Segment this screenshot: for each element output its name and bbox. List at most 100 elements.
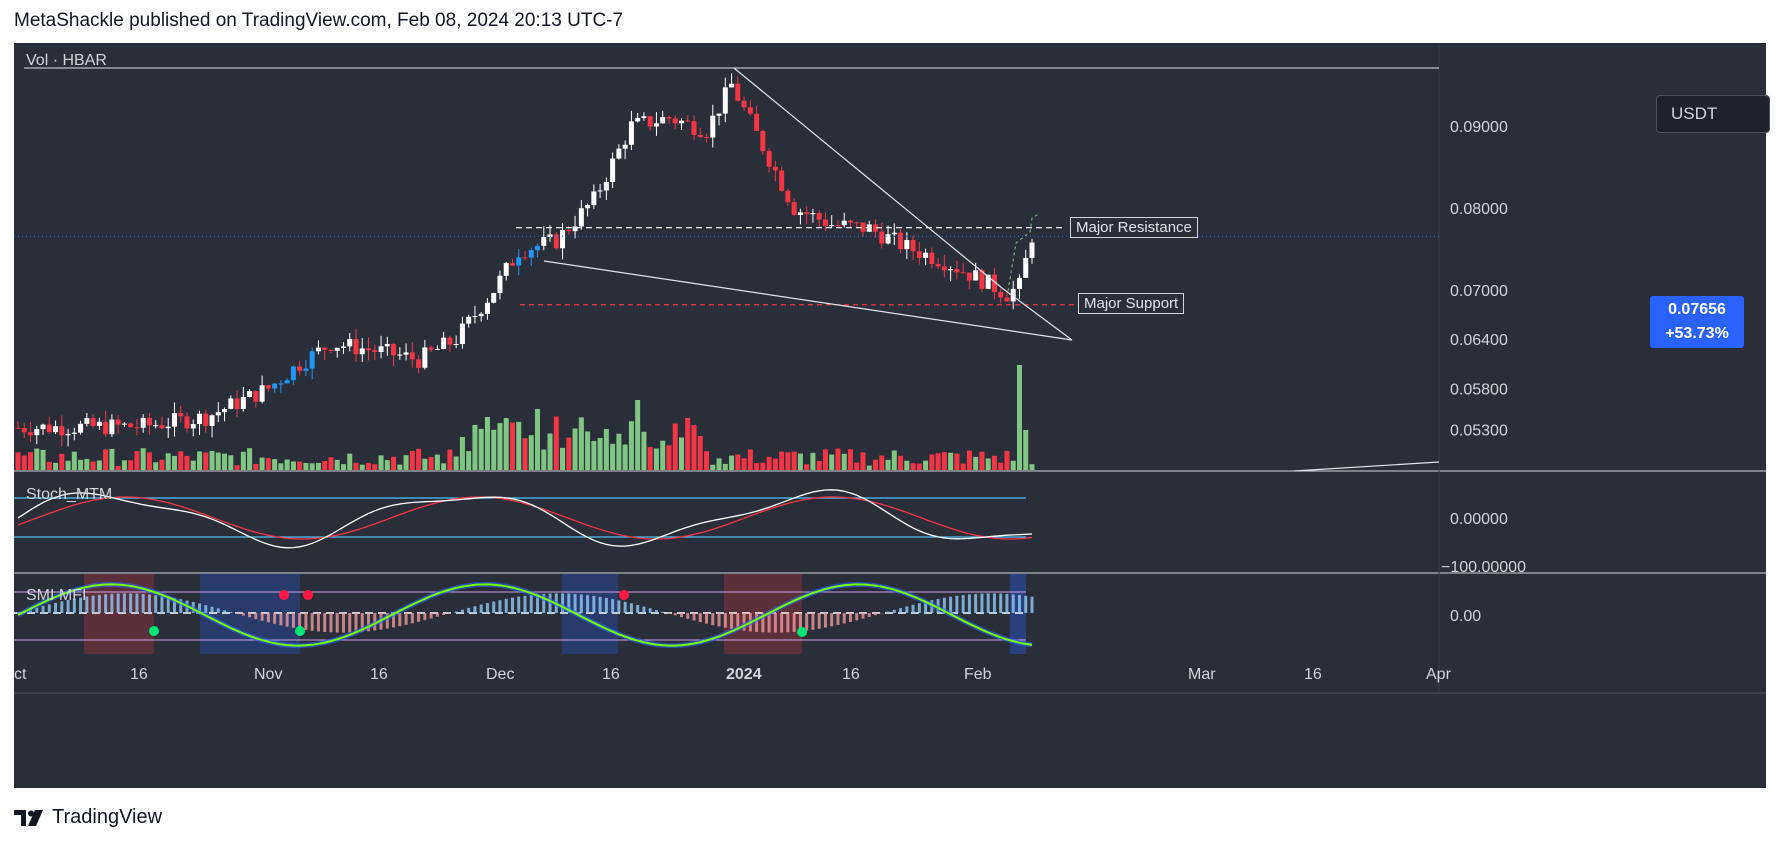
smi-hist-bar	[129, 593, 133, 613]
candle-body	[84, 418, 90, 424]
candle-body	[1029, 242, 1035, 258]
smi-hist-bar	[310, 613, 314, 631]
candle-body	[228, 398, 234, 410]
time-axis-label: 16	[602, 666, 620, 683]
candle-body	[923, 252, 929, 258]
volume-bar	[797, 453, 803, 470]
smi-hist-bar	[329, 613, 333, 633]
volume-bar	[84, 459, 90, 470]
candle-body	[53, 426, 59, 433]
volume-bar	[53, 462, 59, 470]
time-axis-label: Nov	[254, 666, 282, 683]
candle-body	[516, 257, 522, 266]
smi-hist-bar	[629, 603, 633, 613]
smi-hist-bar	[241, 613, 245, 616]
candle-body	[891, 232, 897, 235]
smi-pane-label: SMI MFI	[26, 587, 86, 604]
volume-bar	[403, 455, 409, 470]
smi-hist-bar	[1011, 594, 1015, 613]
volume-bar	[1004, 450, 1010, 470]
smi-hist-bar	[367, 613, 371, 632]
volume-bar	[272, 459, 278, 470]
smi-hist-bar	[473, 606, 477, 613]
smi-hist-bar	[861, 613, 865, 619]
smi-hist-bar	[961, 595, 965, 613]
smi-hist-bar	[905, 606, 909, 613]
smi-hist-bar	[917, 603, 921, 613]
candle-body	[685, 120, 691, 122]
candle-body	[190, 424, 196, 429]
time-axis-label: Apr	[1426, 666, 1452, 683]
wedge-lower-trendline	[543, 260, 1073, 341]
candle-body	[134, 427, 140, 429]
candle-body	[816, 213, 822, 220]
smi-hist-bar	[72, 598, 76, 613]
smi-hist-bar	[855, 613, 859, 621]
volume-bar	[353, 462, 359, 470]
candle-body	[309, 351, 315, 369]
volume-bar	[791, 451, 797, 470]
volume-bar	[391, 456, 397, 470]
volume-bar	[998, 462, 1004, 470]
major-resistance-label: Major Resistance	[1070, 217, 1198, 238]
tradingview-logo-icon	[14, 809, 43, 826]
candle-body	[672, 118, 678, 124]
volume-bar	[340, 464, 346, 470]
volume-bar	[898, 455, 904, 470]
candle-body	[898, 232, 904, 250]
candle-body	[146, 417, 152, 426]
candle-body	[459, 323, 465, 345]
currency-selector[interactable]: USDT	[1656, 95, 1770, 133]
chart-panel[interactable]: Vol · HBAR Stoch_MTM SMI MFI 0.09000 0.08000…	[14, 43, 1770, 788]
volume-bar	[948, 452, 954, 470]
volume-bar	[991, 455, 997, 470]
smi-hist-bar	[698, 613, 702, 623]
smi-hist-bar	[705, 613, 709, 624]
smi-hist-bar	[266, 613, 270, 623]
candle-body	[347, 339, 353, 347]
candle-body	[328, 349, 334, 351]
candle-body	[847, 220, 853, 223]
volume-bar	[822, 449, 828, 470]
smi-hist-bar	[561, 593, 565, 613]
price-chart[interactable]: Vol · HBAR Stoch_MTM SMI MFI 0.09000 0.08000…	[14, 43, 1766, 788]
candle-body	[829, 225, 835, 227]
smi-hist-bar	[341, 613, 345, 633]
last-price: 0.07656	[1668, 301, 1726, 318]
smi-hist-bar	[323, 613, 327, 632]
smi-hist-bar	[717, 613, 721, 627]
candle-body	[472, 316, 478, 318]
volume-bar	[146, 452, 152, 470]
footer-brand: TradingView	[14, 806, 162, 829]
volume-bar	[860, 452, 866, 470]
stoch-axis-label: 0.00000	[1450, 511, 1508, 528]
candle-body	[810, 213, 816, 215]
volume-bar	[171, 455, 177, 470]
volume-bar	[209, 450, 215, 470]
smi-hist-bar	[385, 613, 389, 629]
volume-bar	[672, 423, 678, 470]
candle-body	[873, 224, 879, 232]
volume-bar	[635, 400, 641, 470]
smi-hist-bar	[955, 595, 959, 613]
volume-bar	[159, 459, 165, 470]
candle-body	[678, 120, 684, 124]
volume-bar	[522, 438, 528, 470]
smi-hist-bar	[679, 613, 683, 618]
smi-hist-bar	[229, 612, 233, 613]
candle-body	[991, 274, 997, 293]
time-axis-label: 16	[1304, 666, 1322, 683]
candle-body	[854, 222, 860, 224]
smi-hist-bar	[579, 594, 583, 613]
smi-hist-bar	[792, 613, 796, 632]
smi-hist-bar	[642, 606, 646, 613]
smi-hist-bar	[435, 613, 439, 617]
volume-bar	[359, 464, 365, 470]
volume-bar	[334, 459, 340, 470]
smi-hist-bar	[848, 613, 852, 622]
candle-body	[128, 423, 134, 428]
volume-bar	[1023, 430, 1029, 470]
volume-bar	[484, 416, 490, 470]
volume-bar	[434, 454, 440, 470]
smi-hist-bar	[198, 603, 202, 613]
